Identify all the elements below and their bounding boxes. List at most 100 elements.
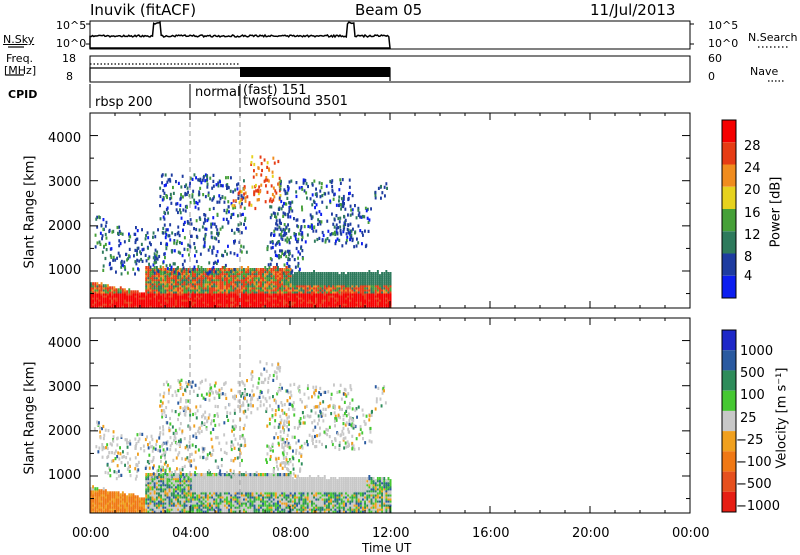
power-cell <box>297 240 299 243</box>
power-cell <box>218 194 220 197</box>
power-cell <box>318 237 320 240</box>
power-cell <box>275 266 277 269</box>
power-cell <box>375 272 377 275</box>
power-cell <box>243 179 245 182</box>
power-cell <box>224 196 226 199</box>
velocity-cell <box>247 473 249 476</box>
velocity-cell <box>124 493 126 496</box>
power-cell <box>193 242 195 245</box>
power-cell <box>272 175 274 178</box>
power-cell <box>290 236 292 239</box>
power-cell <box>138 260 140 263</box>
power-cell <box>336 232 338 235</box>
power-cell <box>96 282 98 285</box>
power-cell <box>284 252 286 255</box>
power-cell <box>378 187 380 190</box>
power-cell <box>161 181 163 184</box>
power-cell <box>119 230 121 233</box>
power-cell <box>291 201 293 204</box>
power-cell <box>230 176 232 179</box>
velocity-cell <box>260 473 262 476</box>
power-cell <box>167 267 169 270</box>
power-cell <box>230 190 232 193</box>
velocity-cell <box>279 473 281 476</box>
power-cell <box>211 252 213 255</box>
power-cell <box>122 233 124 236</box>
power-cell <box>296 181 298 184</box>
velocity-cell <box>158 473 160 476</box>
power-cell <box>233 241 235 244</box>
power-cell <box>303 182 305 185</box>
power-cell <box>242 196 244 199</box>
power-cell <box>322 272 324 275</box>
power-cell <box>132 268 134 271</box>
power-cell <box>275 227 277 230</box>
power-cell <box>288 257 290 260</box>
velocity-cell <box>186 473 188 476</box>
power-cell <box>360 272 362 275</box>
power-cell <box>105 233 107 236</box>
power-cell <box>252 186 254 189</box>
power-cell <box>287 188 289 191</box>
power-cell <box>332 232 334 235</box>
power-cell <box>357 241 359 244</box>
power-cell <box>334 218 336 221</box>
power-cell <box>331 213 333 216</box>
power-cell <box>288 265 290 268</box>
power-cell <box>338 239 340 242</box>
power-cell <box>196 260 198 263</box>
velocity-cell <box>175 473 177 476</box>
power-cell <box>227 245 229 248</box>
power-cell <box>379 274 381 277</box>
power-cell <box>116 288 118 291</box>
power-cell <box>331 179 333 182</box>
velocity-cell <box>277 473 279 476</box>
power-cell <box>182 229 184 232</box>
power-cell <box>211 187 213 190</box>
power-cell <box>121 260 123 263</box>
power-cell <box>241 194 243 197</box>
power-cell <box>300 245 302 248</box>
power-cell <box>296 195 298 198</box>
power-cell <box>273 234 275 237</box>
velocity-cell <box>156 473 158 476</box>
power-cell <box>275 243 277 246</box>
power-cell <box>339 217 341 220</box>
power-cell <box>254 268 256 271</box>
power-cell <box>164 184 166 187</box>
velocity-cell <box>118 491 120 494</box>
power-cell <box>324 272 326 275</box>
power-cell <box>309 272 311 275</box>
power-cell <box>291 209 293 212</box>
power-cell <box>349 186 351 189</box>
power-cell <box>272 157 274 160</box>
power-cell <box>102 269 104 272</box>
power-cell <box>210 225 212 228</box>
power-cell <box>154 252 156 255</box>
power-cell <box>140 258 142 261</box>
velocity-cell <box>105 489 107 492</box>
power-cell <box>356 216 358 219</box>
velocity-cell <box>107 491 109 494</box>
velocity-cell <box>226 471 228 474</box>
power-cell <box>298 250 300 253</box>
power-cell <box>171 231 173 234</box>
power-cell <box>332 223 334 226</box>
power-cell <box>333 198 335 201</box>
power-cell <box>146 259 148 262</box>
power-cell <box>196 219 198 222</box>
power-cell <box>269 266 271 269</box>
power-cell <box>311 203 313 206</box>
power-cell <box>106 237 108 240</box>
power-cell <box>163 211 165 214</box>
power-cell <box>134 233 136 236</box>
power-cell <box>336 223 338 226</box>
power-cell <box>301 188 303 191</box>
velocity-cell <box>271 473 273 476</box>
power-cell <box>202 225 204 228</box>
velocity-cell <box>133 493 135 496</box>
power-cell <box>339 220 341 223</box>
power-cell <box>162 232 164 235</box>
power-cell <box>321 182 323 185</box>
power-cell <box>101 224 103 227</box>
